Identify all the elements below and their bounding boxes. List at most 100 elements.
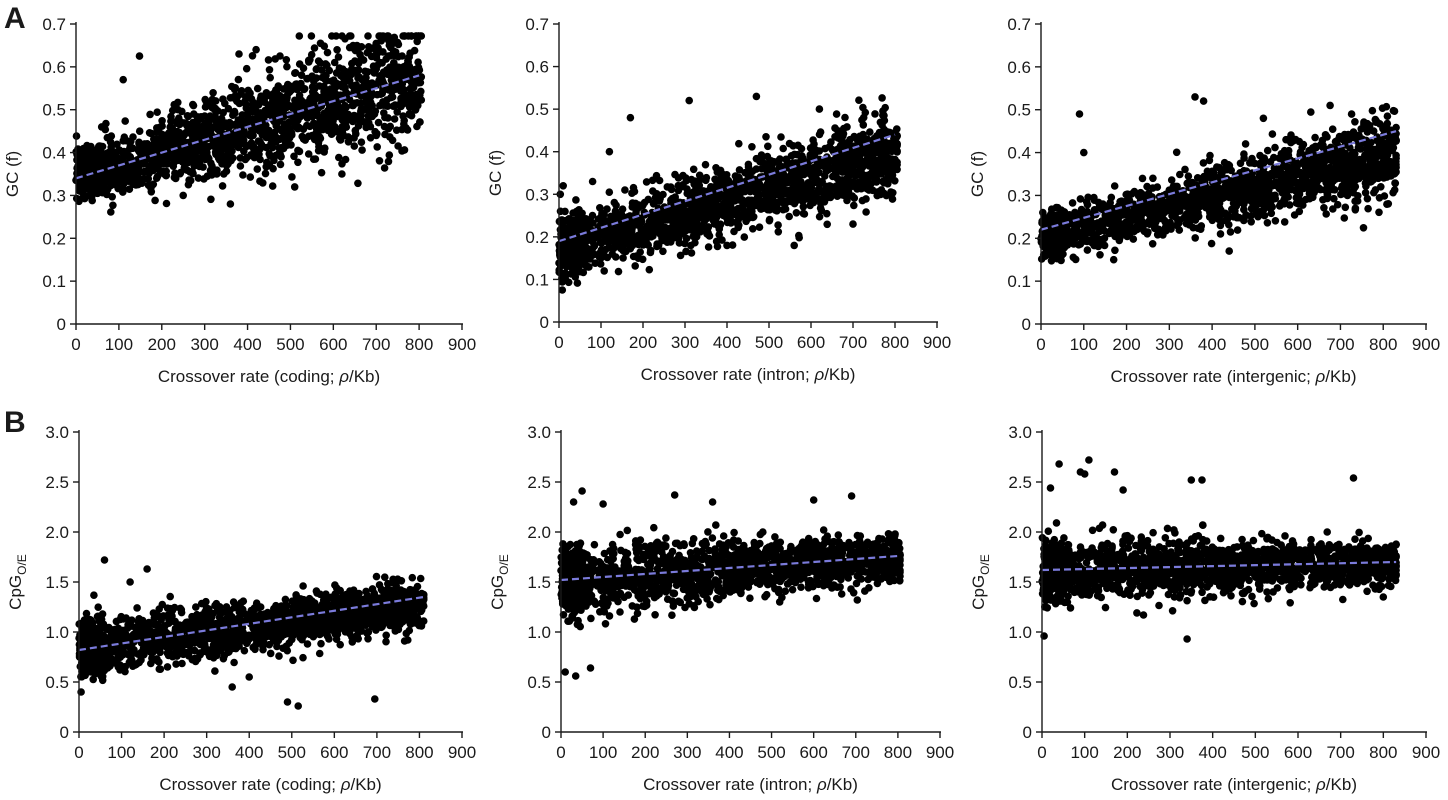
data-point bbox=[314, 57, 323, 65]
data-point bbox=[1259, 164, 1268, 173]
data-point bbox=[1207, 239, 1216, 248]
data-point bbox=[247, 151, 255, 159]
data-point bbox=[261, 169, 270, 178]
data-point bbox=[575, 220, 583, 228]
data-point bbox=[572, 196, 580, 204]
data-point bbox=[371, 42, 380, 50]
data-point bbox=[230, 107, 239, 116]
data-point bbox=[719, 200, 728, 208]
data-point bbox=[162, 152, 170, 161]
x-axis-label-part: /Kb) bbox=[349, 367, 380, 386]
data-point bbox=[275, 144, 284, 152]
data-point bbox=[815, 147, 824, 155]
data-point bbox=[262, 89, 271, 97]
data-point bbox=[809, 136, 817, 144]
data-point bbox=[188, 167, 196, 176]
data-point bbox=[356, 50, 364, 59]
data-point bbox=[262, 126, 270, 134]
data-point-outlier bbox=[226, 200, 235, 208]
data-point bbox=[405, 110, 414, 119]
data-point-outlier bbox=[338, 170, 346, 178]
data-point bbox=[573, 207, 582, 216]
data-point-outlier bbox=[752, 92, 761, 101]
data-point bbox=[1378, 104, 1387, 112]
data-point bbox=[1323, 133, 1331, 141]
data-point bbox=[1363, 194, 1372, 203]
data-point bbox=[795, 233, 803, 242]
data-point bbox=[358, 146, 366, 154]
data-point bbox=[1330, 186, 1339, 194]
data-point bbox=[804, 179, 813, 187]
data-point bbox=[1149, 174, 1157, 183]
data-point bbox=[1138, 174, 1147, 183]
data-point bbox=[392, 126, 401, 134]
data-point bbox=[850, 201, 858, 210]
data-point bbox=[781, 205, 790, 213]
scatter-points bbox=[72, 32, 426, 216]
data-point bbox=[151, 196, 159, 205]
data-point bbox=[682, 247, 690, 256]
data-point bbox=[228, 82, 236, 91]
x-tick-label: 900 bbox=[923, 333, 951, 352]
data-point bbox=[358, 106, 367, 115]
data-point bbox=[851, 168, 859, 176]
data-point bbox=[1130, 187, 1139, 196]
x-tick-label: 300 bbox=[671, 333, 699, 352]
y-axis-label-main: GC (f) bbox=[3, 151, 22, 197]
y-tick-label: 0.7 bbox=[525, 15, 549, 34]
data-point bbox=[1224, 211, 1232, 219]
data-point bbox=[345, 72, 354, 81]
data-point bbox=[207, 124, 216, 132]
x-tick-label: 600 bbox=[319, 335, 347, 354]
data-point bbox=[367, 92, 375, 101]
data-point bbox=[332, 69, 341, 77]
data-point bbox=[380, 164, 389, 172]
data-point bbox=[1340, 214, 1349, 222]
data-point bbox=[306, 122, 314, 131]
data-point bbox=[682, 234, 691, 243]
data-point bbox=[375, 32, 383, 40]
data-point bbox=[384, 157, 393, 166]
data-point bbox=[871, 110, 879, 118]
data-point bbox=[416, 78, 425, 87]
data-point bbox=[745, 170, 753, 178]
data-point bbox=[414, 63, 423, 72]
data-point bbox=[586, 255, 594, 263]
data-point bbox=[758, 183, 767, 192]
data-point bbox=[178, 107, 186, 116]
data-point bbox=[317, 168, 326, 177]
data-point-outlier bbox=[723, 241, 731, 250]
data-point bbox=[605, 188, 614, 196]
data-point bbox=[411, 105, 420, 114]
data-point bbox=[236, 162, 245, 170]
data-point bbox=[1391, 179, 1399, 187]
data-point bbox=[626, 219, 634, 228]
data-point bbox=[284, 89, 292, 98]
data-point bbox=[153, 108, 161, 116]
data-point bbox=[562, 262, 571, 271]
y-tick-label: 0.1 bbox=[525, 270, 549, 289]
data-point bbox=[1325, 154, 1334, 163]
data-point bbox=[1337, 190, 1345, 199]
data-point bbox=[1144, 228, 1152, 236]
data-point bbox=[1068, 199, 1077, 207]
data-point bbox=[841, 113, 849, 122]
data-point bbox=[856, 132, 864, 141]
data-point bbox=[381, 113, 389, 122]
data-point bbox=[262, 143, 271, 152]
data-point bbox=[397, 102, 405, 111]
data-point bbox=[332, 32, 340, 40]
data-point bbox=[295, 32, 304, 40]
data-point bbox=[314, 119, 323, 128]
data-point bbox=[556, 207, 565, 216]
data-point bbox=[377, 76, 386, 85]
data-point bbox=[1268, 203, 1276, 211]
data-point bbox=[1209, 212, 1218, 221]
data-point bbox=[838, 191, 846, 199]
data-point bbox=[166, 133, 174, 141]
y-tick-label: 0.2 bbox=[525, 228, 549, 247]
data-point bbox=[655, 219, 663, 227]
data-point bbox=[749, 213, 757, 222]
data-point bbox=[797, 178, 805, 186]
data-point bbox=[1362, 163, 1370, 171]
